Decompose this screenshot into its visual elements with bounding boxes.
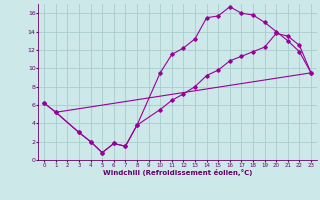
X-axis label: Windchill (Refroidissement éolien,°C): Windchill (Refroidissement éolien,°C)	[103, 169, 252, 176]
